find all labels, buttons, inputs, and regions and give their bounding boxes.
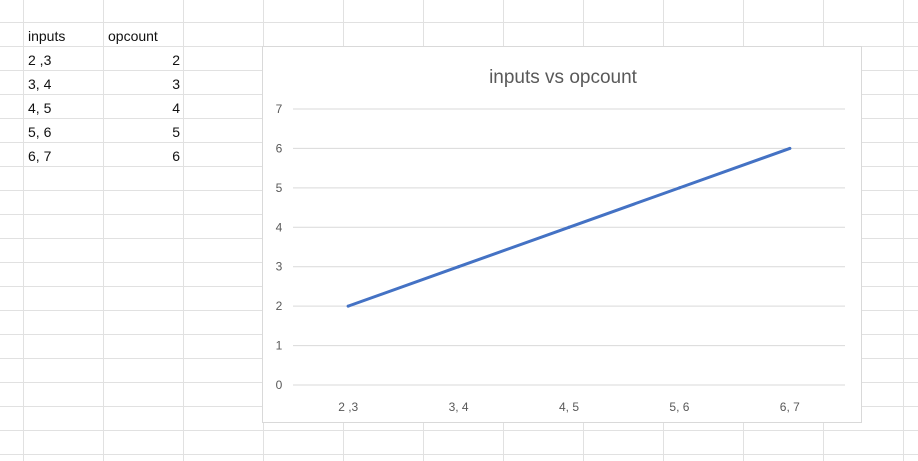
cell-inputs-5[interactable]: 6, 7 bbox=[28, 148, 52, 164]
chart-canvas: inputs vs opcount 0 1 2 3 4 5 6 7 2 ,3 3, 4 4, 5 5… bbox=[276, 67, 845, 414]
x-axis-tick-labels: 2 ,3 3, 4 4, 5 5, 6 6, 7 bbox=[338, 400, 800, 414]
cell-inputs-2[interactable]: 3, 4 bbox=[28, 76, 52, 92]
series-line-group[interactable] bbox=[346, 146, 792, 308]
series-line-segment[interactable] bbox=[567, 186, 681, 229]
cell-inputs-4[interactable]: 5, 6 bbox=[28, 124, 52, 140]
header-cell-inputs[interactable]: inputs bbox=[28, 28, 66, 44]
y-tick-label: 6 bbox=[276, 141, 283, 155]
header-cell-opcount[interactable]: opcount bbox=[108, 28, 158, 44]
y-tick-label: 2 bbox=[276, 299, 283, 313]
line-chart[interactable]: inputs vs opcount 0 1 2 3 4 5 6 7 2 ,3 3, 4 4, 5 5… bbox=[262, 46, 862, 423]
series-line-segment[interactable] bbox=[457, 225, 571, 269]
x-tick-label: 3, 4 bbox=[449, 400, 469, 414]
chart-title[interactable]: inputs vs opcount bbox=[489, 67, 638, 88]
x-tick-label: 4, 5 bbox=[559, 400, 579, 414]
y-tick-label: 3 bbox=[276, 260, 283, 274]
cell-opcount-1[interactable]: 2 bbox=[172, 52, 180, 68]
y-axis-tick-labels: 0 1 2 3 4 5 6 7 bbox=[276, 102, 283, 392]
x-tick-label: 2 ,3 bbox=[338, 400, 358, 414]
y-tick-label: 0 bbox=[276, 378, 283, 392]
data-point[interactable] bbox=[346, 304, 350, 308]
x-tick-label: 6, 7 bbox=[780, 400, 800, 414]
data-point[interactable] bbox=[457, 265, 461, 269]
y-tick-label: 1 bbox=[276, 339, 283, 353]
data-point[interactable] bbox=[567, 225, 571, 229]
cell-opcount-3[interactable]: 4 bbox=[172, 100, 180, 116]
cell-inputs-3[interactable]: 4, 5 bbox=[28, 100, 52, 116]
y-tick-label: 4 bbox=[276, 220, 283, 234]
gridlines bbox=[293, 108, 845, 386]
cell-opcount-5[interactable]: 6 bbox=[172, 148, 180, 164]
y-tick-label: 7 bbox=[276, 102, 283, 116]
cell-opcount-4[interactable]: 5 bbox=[172, 124, 180, 140]
series-line-segment[interactable] bbox=[677, 146, 792, 190]
cell-opcount-2[interactable]: 3 bbox=[172, 76, 180, 92]
x-tick-label: 5, 6 bbox=[669, 400, 689, 414]
series-line-segment[interactable] bbox=[346, 265, 461, 308]
y-tick-label: 5 bbox=[276, 181, 283, 195]
data-point[interactable] bbox=[677, 186, 681, 190]
data-point[interactable] bbox=[788, 146, 792, 150]
cell-inputs-1[interactable]: 2 ,3 bbox=[28, 52, 52, 68]
